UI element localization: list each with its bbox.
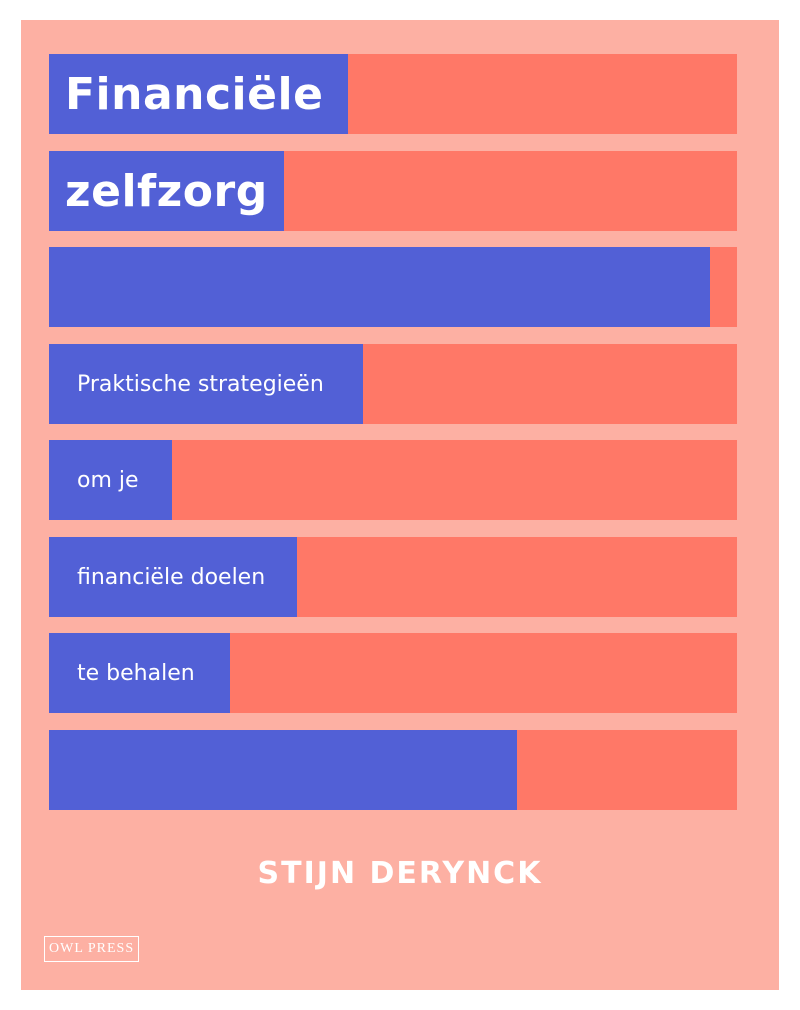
title-bar-2-fill [49,151,284,231]
subtitle-bar-2-fill [49,440,173,520]
decorative-bar-1 [49,247,737,327]
title-bar-1-fill [49,54,348,134]
subtitle-bar-4-fill [49,633,230,713]
decorative-bar-2-fill [49,730,517,810]
title-line-1: Financiële [65,68,324,120]
publisher-logo: OWL PRESS [44,936,140,962]
subtitle-bar-1-fill [49,344,363,424]
title-bar-1: Financiële [49,54,737,134]
subtitle-bar-3-fill [49,537,297,617]
subtitle-line-3: financiële doelen [77,564,266,590]
subtitle-bar-1: Praktische strategieën [49,344,737,424]
author-name: STIJN DERYNCK [257,856,543,891]
subtitle-bar-3: financiële doelen [49,537,737,617]
subtitle-line-1: Praktische strategieën [77,371,324,397]
decorative-bar-1-fill [49,247,711,327]
subtitle-bar-4: te behalen [49,633,737,713]
title-line-2: zelfzorg [65,165,268,217]
book-cover: Financiële zelfzorg Praktische strategie… [21,20,779,990]
subtitle-line-2: om je [77,467,139,493]
subtitle-bar-2: om je [49,440,737,520]
decorative-bar-2 [49,730,737,810]
subtitle-line-4: te behalen [77,660,195,686]
title-bar-2: zelfzorg [49,151,737,231]
